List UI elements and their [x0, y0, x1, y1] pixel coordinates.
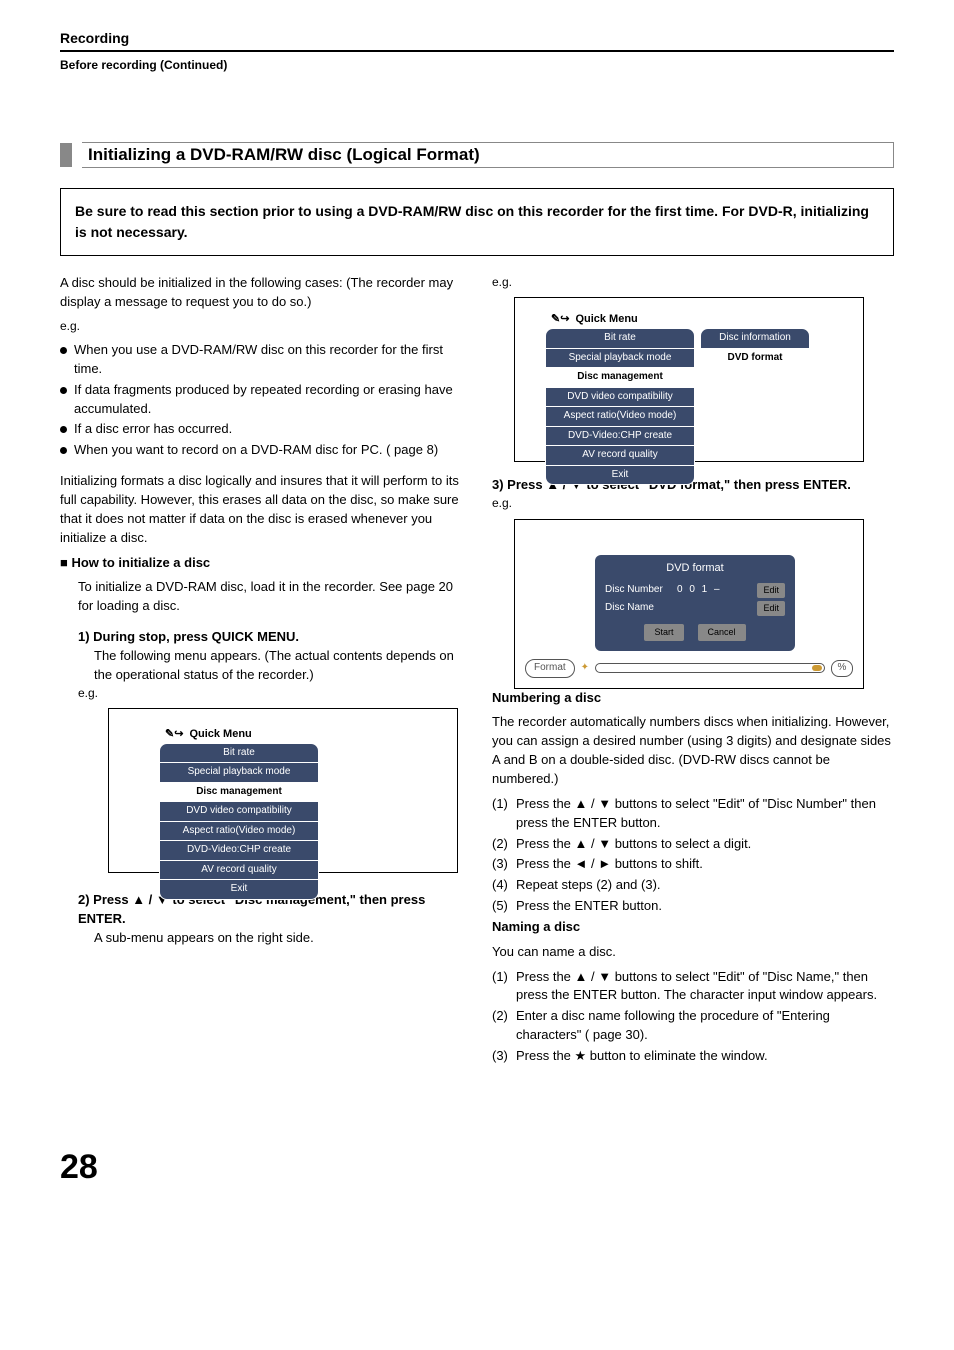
- disc-name-label: Disc Name: [605, 601, 671, 616]
- list-item: (3)Press the ◄ / ► buttons to shift.: [492, 855, 894, 874]
- step-2-body: A sub-menu appears on the right side.: [78, 929, 462, 948]
- numbering-body: The recorder automatically numbers discs…: [492, 713, 894, 788]
- eg-label: e.g.: [60, 318, 462, 335]
- edit-button[interactable]: Edit: [757, 583, 785, 598]
- qm-item[interactable]: Special playback mode: [159, 763, 319, 783]
- qm-side-item-highlighted[interactable]: DVD format: [700, 349, 810, 369]
- disc-number-label: Disc Number: [605, 583, 671, 598]
- qm-item[interactable]: Special playback mode: [545, 349, 695, 369]
- naming-heading: Naming a disc: [492, 918, 894, 937]
- cancel-button[interactable]: Cancel: [698, 624, 746, 641]
- disc-number-row: Disc Number 0 0 1 – Edit: [605, 583, 785, 598]
- init-desc: Initializing formats a disc logically an…: [60, 472, 462, 547]
- list-item: (4)Repeat steps (2) and (3).: [492, 876, 894, 895]
- qm-item[interactable]: DVD-Video:CHP create: [545, 427, 695, 447]
- section-title-row: Initializing a DVD-RAM/RW disc (Logical …: [60, 142, 894, 168]
- step-1-title: 1) During stop, press QUICK MENU.: [78, 629, 299, 644]
- dvd-format-panel: DVD format Disc Number 0 0 1 – Edit Disc…: [595, 555, 795, 651]
- section-bar: [60, 143, 72, 167]
- bullet-item: If data fragments produced by repeated r…: [60, 381, 462, 419]
- list-item: (2)Enter a disc name following the proce…: [492, 1007, 894, 1045]
- quick-menu-title: ✎↪ Quick Menu: [159, 727, 319, 743]
- eg-label-4: e.g.: [492, 495, 894, 512]
- qm-item[interactable]: Exit: [159, 880, 319, 900]
- qm-item[interactable]: DVD video compatibility: [545, 388, 695, 408]
- warning-box: Be sure to read this section prior to us…: [60, 188, 894, 256]
- qm-item[interactable]: DVD-Video:CHP create: [159, 841, 319, 861]
- page-number: 28: [60, 1148, 894, 1187]
- numbering-steps: (1)Press the ▲ / ▼ buttons to select "Ed…: [492, 795, 894, 916]
- quick-menu-title: ✎↪ Quick Menu: [545, 312, 695, 328]
- format-progress-bar: Format ✦ %: [525, 659, 853, 678]
- header-section: Recording: [60, 30, 894, 46]
- page-header: Recording Before recording (Continued): [60, 30, 894, 72]
- eg-label-2: e.g.: [60, 685, 462, 702]
- spinner-icon: ✦: [581, 661, 589, 676]
- list-item: (5)Press the ENTER button.: [492, 897, 894, 916]
- quick-menu-1: ✎↪ Quick Menu Bit rate Special playback …: [159, 727, 319, 900]
- quick-menu-2: ✎↪ Quick Menu Bit rate Special playback …: [545, 312, 695, 485]
- qm-icon: ✎↪: [165, 727, 183, 743]
- qm-item[interactable]: AV record quality: [545, 446, 695, 466]
- quick-menu-side: Disc information DVD format: [700, 328, 810, 368]
- bullet-text: When you want to record on a DVD-RAM dis…: [74, 442, 438, 457]
- qm-item[interactable]: Aspect ratio(Video mode): [545, 407, 695, 427]
- screenshot-3: DVD format Disc Number 0 0 1 – Edit Disc…: [514, 519, 864, 689]
- step-1: 1) During stop, press QUICK MENU. The fo…: [60, 628, 462, 685]
- bullet-item: If a disc error has occurred.: [60, 420, 462, 439]
- qm-icon: ✎↪: [551, 312, 569, 328]
- qm-item-highlighted[interactable]: Disc management: [159, 783, 319, 803]
- screenshot-2: ✎↪ Quick Menu Bit rate Special playback …: [514, 297, 864, 462]
- naming-intro: You can name a disc.: [492, 943, 894, 962]
- intro-text: A disc should be initialized in the foll…: [60, 274, 462, 312]
- qm-item[interactable]: Exit: [545, 466, 695, 486]
- content-columns: A disc should be initialized in the foll…: [60, 274, 894, 1068]
- left-column: A disc should be initialized in the foll…: [60, 274, 462, 1068]
- right-column: e.g. ✎↪ Quick Menu Bit rate Special play…: [492, 274, 894, 1068]
- qm-item[interactable]: Aspect ratio(Video mode): [159, 822, 319, 842]
- dvd-format-title: DVD format: [605, 561, 785, 577]
- list-item: (1)Press the ▲ / ▼ buttons to select "Ed…: [492, 795, 894, 833]
- header-rule: [60, 50, 894, 52]
- start-button[interactable]: Start: [644, 624, 683, 641]
- list-item: (2)Press the ▲ / ▼ buttons to select a d…: [492, 835, 894, 854]
- header-continued: Before recording (Continued): [60, 58, 894, 72]
- screenshot-1: ✎↪ Quick Menu Bit rate Special playback …: [108, 708, 458, 873]
- qm-item[interactable]: Bit rate: [159, 743, 319, 764]
- section-title: Initializing a DVD-RAM/RW disc (Logical …: [82, 142, 894, 168]
- qm-item[interactable]: Bit rate: [545, 328, 695, 349]
- list-item: (3)Press the ★ button to eliminate the w…: [492, 1047, 894, 1066]
- bullet-item: When you want to record on a DVD-RAM dis…: [60, 441, 462, 460]
- qm-side-item[interactable]: Disc information: [700, 328, 810, 349]
- qm-item[interactable]: AV record quality: [159, 861, 319, 881]
- step-1-body: The following menu appears. (The actual …: [78, 647, 462, 685]
- numbering-heading: Numbering a disc: [492, 689, 894, 708]
- qm-item[interactable]: DVD video compatibility: [159, 802, 319, 822]
- bullet-item: When you use a DVD-RAM/RW disc on this r…: [60, 341, 462, 379]
- howto-body: To initialize a DVD-RAM disc, load it in…: [60, 578, 462, 616]
- progress-track: [595, 663, 825, 673]
- naming-steps: (1)Press the ▲ / ▼ buttons to select "Ed…: [492, 968, 894, 1066]
- howto-heading: How to initialize a disc: [60, 554, 462, 573]
- disc-name-row: Disc Name Edit: [605, 601, 785, 616]
- percent-label: %: [831, 660, 853, 677]
- list-item: (1)Press the ▲ / ▼ buttons to select "Ed…: [492, 968, 894, 1006]
- qm-item-highlighted[interactable]: Disc management: [545, 368, 695, 388]
- format-label: Format: [525, 659, 575, 678]
- disc-number-value: 0 0 1 –: [677, 583, 751, 598]
- bullet-list: When you use a DVD-RAM/RW disc on this r…: [60, 341, 462, 460]
- eg-label-3: e.g.: [492, 274, 894, 291]
- dvd-format-buttons: Start Cancel: [605, 624, 785, 641]
- edit-button[interactable]: Edit: [757, 601, 785, 616]
